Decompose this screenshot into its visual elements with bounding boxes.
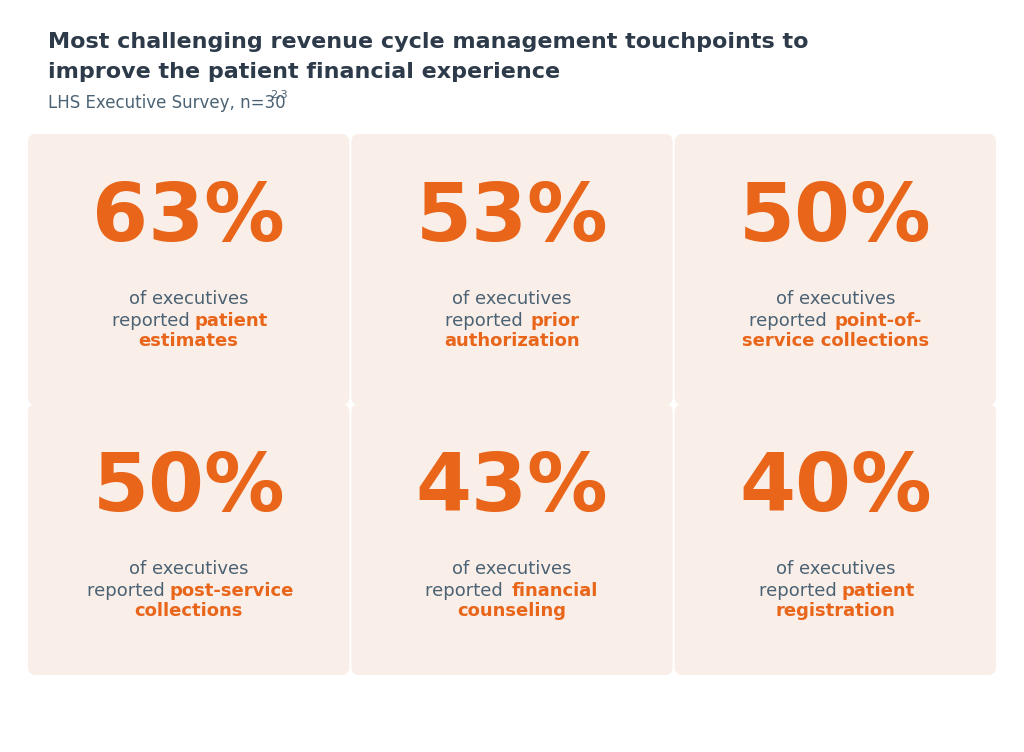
Text: of executives: of executives (129, 560, 249, 578)
FancyBboxPatch shape (675, 404, 996, 675)
Text: reported: reported (445, 312, 528, 330)
Text: point-of-: point-of- (835, 312, 922, 330)
Text: LHS Executive Survey, n=30: LHS Executive Survey, n=30 (48, 94, 286, 112)
Text: 50%: 50% (92, 450, 285, 528)
Text: financial: financial (512, 582, 598, 600)
Text: of executives: of executives (453, 560, 571, 578)
Text: 50%: 50% (739, 180, 932, 258)
Text: prior: prior (530, 312, 580, 330)
Text: collections: collections (134, 602, 243, 620)
Text: of executives: of executives (775, 290, 895, 308)
Text: reported: reported (425, 582, 509, 600)
Text: service collections: service collections (741, 332, 929, 350)
Text: estimates: estimates (138, 332, 239, 350)
Text: counseling: counseling (458, 602, 566, 620)
Text: registration: registration (775, 602, 895, 620)
Text: 53%: 53% (416, 180, 608, 258)
Text: reported: reported (749, 312, 833, 330)
Text: of executives: of executives (775, 560, 895, 578)
Text: of executives: of executives (453, 290, 571, 308)
FancyBboxPatch shape (351, 404, 673, 675)
FancyBboxPatch shape (675, 134, 996, 405)
Text: Most challenging revenue cycle management touchpoints to: Most challenging revenue cycle managemen… (48, 32, 809, 52)
Text: post-service: post-service (169, 582, 294, 600)
Text: improve the patient financial experience: improve the patient financial experience (48, 62, 560, 82)
Text: 2,3: 2,3 (270, 90, 288, 100)
Text: 40%: 40% (739, 450, 932, 528)
FancyBboxPatch shape (28, 404, 349, 675)
Text: authorization: authorization (444, 332, 580, 350)
Text: reported: reported (87, 582, 171, 600)
Text: reported: reported (759, 582, 842, 600)
Text: reported: reported (112, 312, 196, 330)
Text: of executives: of executives (129, 290, 249, 308)
FancyBboxPatch shape (351, 134, 673, 405)
FancyBboxPatch shape (28, 134, 349, 405)
Text: patient: patient (195, 312, 268, 330)
Text: patient: patient (842, 582, 914, 600)
Text: 63%: 63% (92, 180, 285, 258)
Text: 43%: 43% (416, 450, 608, 528)
